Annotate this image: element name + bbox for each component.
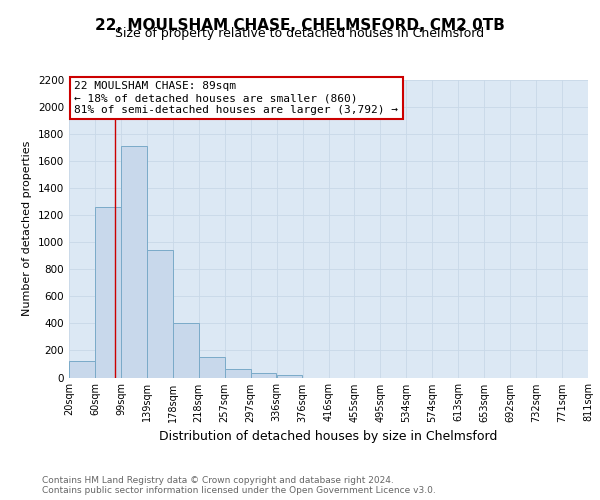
Bar xyxy=(69,362,95,378)
Bar xyxy=(173,324,199,378)
Text: Size of property relative to detached houses in Chelmsford: Size of property relative to detached ho… xyxy=(115,28,485,40)
X-axis label: Distribution of detached houses by size in Chelmsford: Distribution of detached houses by size … xyxy=(160,430,497,443)
Text: 22, MOULSHAM CHASE, CHELMSFORD, CM2 0TB: 22, MOULSHAM CHASE, CHELMSFORD, CM2 0TB xyxy=(95,18,505,32)
Y-axis label: Number of detached properties: Number of detached properties xyxy=(22,141,32,316)
Text: Contains public sector information licensed under the Open Government Licence v3: Contains public sector information licen… xyxy=(42,486,436,495)
Text: Contains HM Land Registry data © Crown copyright and database right 2024.: Contains HM Land Registry data © Crown c… xyxy=(42,476,394,485)
Bar xyxy=(95,207,121,378)
Text: 22 MOULSHAM CHASE: 89sqm
← 18% of detached houses are smaller (860)
81% of semi-: 22 MOULSHAM CHASE: 89sqm ← 18% of detach… xyxy=(74,82,398,114)
Bar xyxy=(199,357,224,378)
Bar xyxy=(225,368,251,378)
Bar xyxy=(121,146,147,378)
Bar xyxy=(277,375,302,378)
Bar xyxy=(147,250,173,378)
Bar xyxy=(251,373,277,378)
